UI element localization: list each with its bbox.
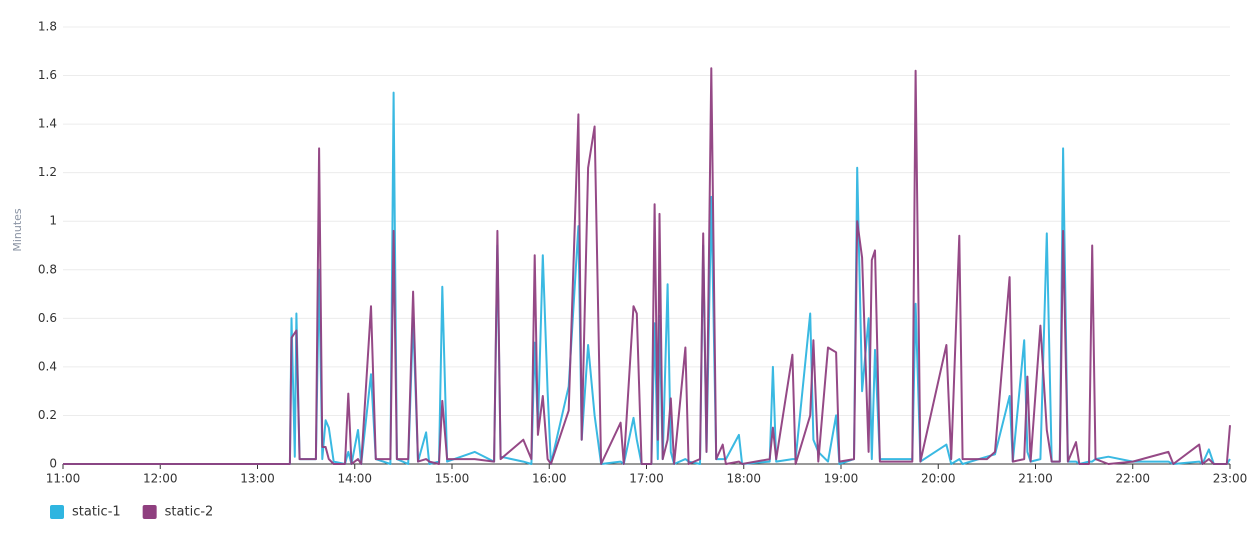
y-tick-label: 0.2: [38, 408, 57, 422]
x-tick-label: 14:00: [337, 472, 372, 486]
x-tick-label: 16:00: [532, 472, 567, 486]
x-tick-label: 17:00: [629, 472, 664, 486]
y-axis-label: Minutes: [11, 208, 24, 252]
y-tick-label: 0: [49, 457, 57, 471]
x-tick-label: 12:00: [143, 472, 178, 486]
x-tick-label: 23:00: [1213, 472, 1248, 486]
y-tick-label: 1.2: [38, 165, 57, 179]
x-tick-label: 19:00: [824, 472, 859, 486]
x-tick-label: 11:00: [46, 472, 81, 486]
legend-swatch: [50, 505, 64, 519]
y-tick-label: 1.8: [38, 20, 57, 34]
y-tick-label: 0.6: [38, 311, 57, 325]
y-tick-label: 1.6: [38, 68, 57, 82]
x-tick-label: 18:00: [726, 472, 761, 486]
y-tick-label: 1: [49, 214, 57, 228]
y-tick-label: 1.4: [38, 117, 57, 131]
legend-swatch: [142, 505, 157, 519]
series-line: [63, 91, 1231, 465]
x-tick-label: 22:00: [1115, 472, 1150, 486]
legend-label: static-1: [72, 505, 121, 520]
y-tick-label: 0.4: [38, 359, 57, 373]
x-tick-label: 15:00: [435, 472, 470, 486]
legend-label: static-2: [165, 505, 214, 520]
x-tick-label: 20:00: [921, 472, 956, 486]
x-tick-label: 21:00: [1018, 472, 1053, 486]
y-tick-label: 0.8: [38, 262, 57, 276]
x-tick-label: 13:00: [240, 472, 275, 486]
series-line: [63, 67, 1231, 465]
